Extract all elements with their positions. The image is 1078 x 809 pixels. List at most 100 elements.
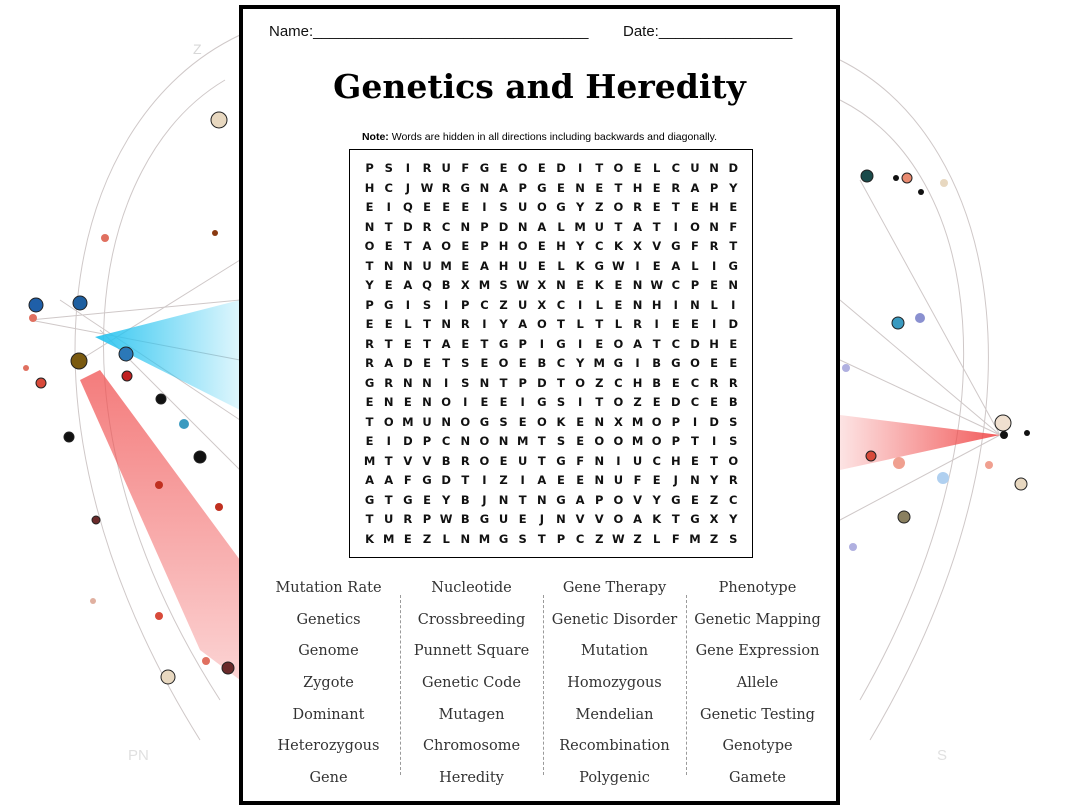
grid-letter: N: [364, 219, 375, 234]
word-column: Nucleotide Crossbreeding Punnett Square Gen…: [400, 577, 543, 799]
word-column: Phenotype Genetic Mapping Gene Expression A…: [686, 577, 829, 799]
grid-letter: E: [518, 512, 527, 526]
grid-letter: E: [652, 180, 661, 195]
grid-letter: L: [576, 317, 584, 331]
grid-letter: S: [729, 531, 738, 546]
grid-letter: S: [461, 356, 470, 370]
grid-letter: N: [479, 375, 490, 390]
grid-letter: Y: [729, 512, 738, 526]
grid-letter: E: [480, 356, 489, 370]
grid-letter: T: [480, 336, 489, 351]
grid-letter: H: [364, 180, 375, 195]
grid-letter: C: [652, 453, 661, 468]
grid-letter: R: [365, 356, 374, 370]
grid-letter: T: [614, 219, 623, 234]
grid-letter: P: [518, 180, 527, 195]
grid-letter: O: [364, 239, 375, 253]
grid-letter: D: [728, 161, 739, 175]
grid-letter: E: [691, 317, 699, 331]
word-bank-item: Mutagen: [438, 706, 505, 723]
grid-letter: E: [365, 395, 374, 409]
grid-letter: E: [499, 395, 508, 409]
grid-letter: Y: [729, 180, 738, 195]
grid-letter: T: [384, 453, 393, 468]
grid-letter: O: [613, 434, 624, 448]
grid-letter: P: [518, 336, 527, 351]
grid-letter: O: [613, 336, 624, 351]
grid-letter: G: [498, 336, 509, 351]
grid-letter: Y: [575, 239, 585, 253]
grid-letter: L: [653, 531, 661, 546]
grid-letter: I: [443, 375, 449, 390]
grid-letter: G: [690, 512, 700, 526]
grid-letter: R: [671, 180, 681, 195]
grid-letter: P: [518, 375, 527, 390]
grid-letter: N: [460, 219, 471, 234]
grid-letter: J: [405, 180, 410, 195]
grid-letter: B: [537, 356, 547, 370]
word-column: Gene Therapy Genetic Disorder Mutation Homo…: [543, 577, 686, 799]
grid-letter: I: [520, 395, 525, 409]
grid-letter: Y: [499, 317, 508, 331]
grid-letter: D: [403, 219, 413, 234]
grid-letter: L: [710, 297, 718, 312]
grid-letter: O: [441, 239, 452, 253]
grid-letter: Q: [402, 200, 413, 214]
grid-letter: U: [422, 258, 432, 273]
grid-letter: E: [403, 336, 412, 351]
grid-letter: N: [728, 278, 739, 292]
grid-letter: N: [441, 317, 451, 331]
grid-letter: K: [594, 278, 604, 292]
grid-letter: S: [518, 531, 527, 546]
grid-letter: Z: [595, 200, 604, 214]
grid-letter: M: [631, 434, 644, 448]
grid-letter: N: [383, 258, 394, 273]
grid-letter: R: [728, 375, 738, 390]
grid-letter: E: [537, 161, 546, 175]
backdrop-label-s: S: [937, 747, 947, 764]
grid-letter: K: [575, 258, 585, 273]
grid-letter: I: [482, 200, 487, 214]
grid-letter: N: [690, 297, 700, 312]
grid-letter: S: [422, 297, 432, 312]
grid-letter: E: [710, 395, 719, 409]
grid-letter: J: [482, 492, 487, 507]
grid-letter: O: [690, 356, 700, 370]
grid-letter: E: [595, 180, 604, 195]
grid-letter: W: [612, 258, 625, 273]
grid-letter: R: [709, 239, 719, 253]
grid-letter: J: [673, 473, 678, 487]
grid-letter: X: [633, 239, 642, 253]
grid-letter: R: [422, 161, 432, 175]
word-bank-item: Genome: [298, 643, 359, 660]
grid-letter: E: [384, 317, 393, 331]
grid-letter: O: [594, 434, 605, 448]
grid-letter: N: [556, 278, 566, 292]
grid-letter: H: [671, 453, 681, 468]
grid-letter: G: [479, 512, 490, 526]
grid-letter: T: [595, 317, 604, 331]
grid-letter: N: [460, 531, 471, 546]
grid-letter: T: [384, 219, 393, 234]
grid-letter: N: [632, 297, 643, 312]
grid-letter: T: [537, 453, 546, 468]
grid-letter: D: [709, 414, 719, 429]
grid-letter: I: [405, 161, 410, 175]
grid-letter: O: [728, 453, 739, 468]
grid-letter: I: [711, 258, 717, 273]
grid-letter: I: [654, 317, 659, 331]
grid-letter: E: [518, 356, 527, 370]
grid-letter: S: [556, 395, 566, 409]
grid-letter: D: [403, 434, 413, 448]
word-bank-item: Gene Expression: [695, 643, 820, 660]
grid-letter: G: [364, 375, 375, 390]
grid-letter: E: [576, 414, 585, 429]
